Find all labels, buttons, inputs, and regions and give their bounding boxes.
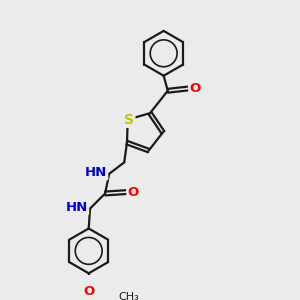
Text: HN: HN — [66, 201, 88, 214]
Text: O: O — [83, 285, 94, 298]
Text: S: S — [124, 112, 134, 127]
Text: HN: HN — [85, 166, 107, 179]
Text: O: O — [190, 82, 201, 95]
Text: CH₃: CH₃ — [119, 292, 140, 300]
Text: O: O — [128, 186, 139, 199]
